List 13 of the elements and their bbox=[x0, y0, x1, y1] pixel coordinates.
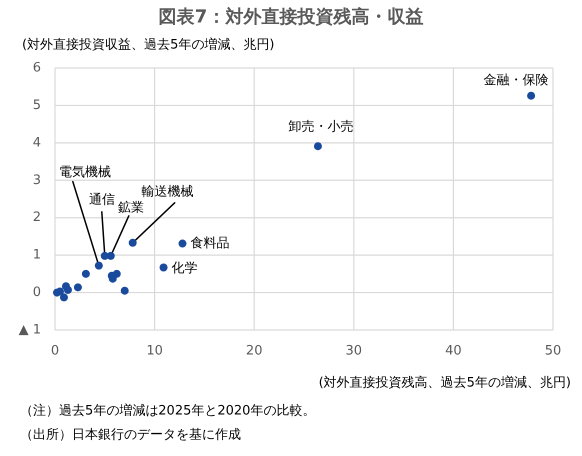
annotation: 食料品 bbox=[190, 236, 230, 252]
annotation: （注）過去5年の増減は2025年と2020年の比較。 bbox=[20, 404, 316, 418]
annotation: （出所）日本銀行のデータを基に作成 bbox=[20, 428, 241, 442]
annotation: 電気機械 bbox=[58, 165, 111, 180]
annotation: 鉱業 bbox=[118, 200, 144, 216]
title: 図表7：対外直接投資残高・収益 bbox=[158, 6, 424, 28]
xlabel: (対外直接投資残高、過去5年の増減、兆円) bbox=[318, 376, 571, 390]
annotation: 卸売・小売 bbox=[288, 120, 354, 135]
annotation: 通信 bbox=[88, 192, 115, 208]
annotation: 化学 bbox=[172, 261, 198, 276]
ylabel: (対外直接投資収益、過去5年の増減、兆円) bbox=[22, 38, 274, 52]
annotation: 輸送機械 bbox=[142, 184, 194, 200]
annotation: 金融・保険 bbox=[484, 73, 549, 88]
